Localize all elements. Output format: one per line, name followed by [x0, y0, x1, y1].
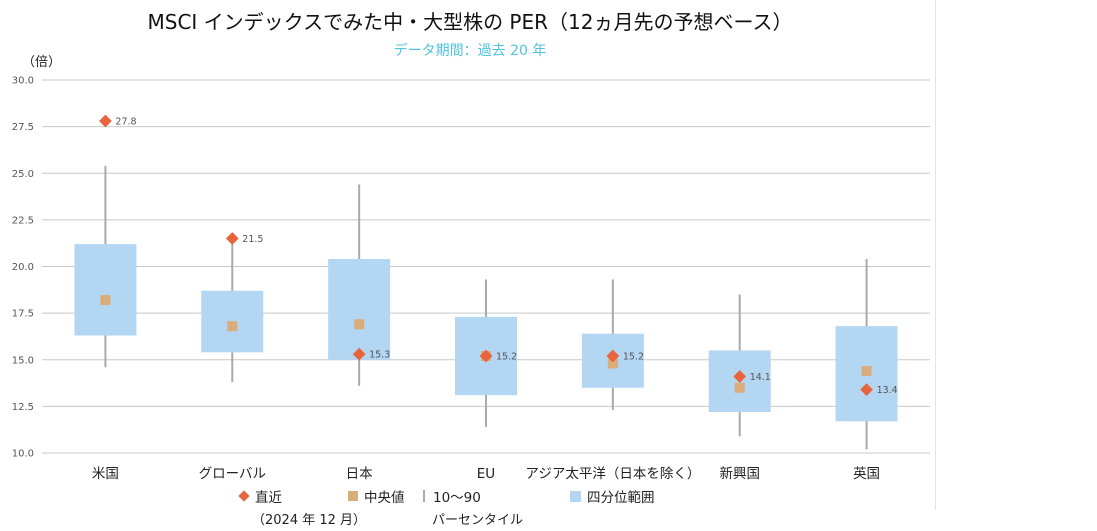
legend-iqr-label: 四分位範囲	[587, 490, 655, 506]
latest-value-label: 14.1	[750, 372, 771, 383]
x-category-label: アジア太平洋（日本を除く）	[525, 466, 700, 482]
median-marker	[861, 365, 872, 376]
legend-range-label: 10～90	[433, 490, 481, 506]
square-marker-icon	[348, 491, 358, 501]
latest-value-label: 13.4	[877, 385, 898, 396]
latest-marker	[99, 114, 112, 128]
latest-marker	[352, 347, 366, 361]
y-tick-label: 12.5	[12, 402, 34, 413]
median-marker	[100, 295, 111, 306]
x-category-label: 新興国	[719, 466, 760, 482]
median-marker	[734, 382, 745, 393]
chart-title: MSCI インデックスでみた中・大型株の PER（12ヵ月先の予想ベース）	[147, 10, 793, 34]
latest-value-label: 27.8	[115, 117, 136, 128]
y-tick-label: 20.0	[12, 262, 34, 273]
per-box-chart: 10.0 12.5 15.0 17.5 20.0 22.5 25.0 27.5 30.0 27.8…	[12, 76, 930, 483]
legend-latest: 直近	[238, 486, 282, 506]
legend: 直近 （2024 年 12 月） 中央値 10～90 パーセンタイル 四分位範囲	[0, 486, 935, 528]
legend-median-label: 中央値	[364, 490, 405, 506]
latest-value-label: 15.2	[496, 352, 517, 363]
legend-iqr: 四分位範囲	[570, 486, 655, 506]
latest-value-label: 15.3	[369, 350, 390, 361]
legend-range-note: パーセンタイル	[432, 513, 524, 528]
x-category-label: 英国	[853, 465, 880, 482]
latest-marker	[479, 349, 493, 363]
iqr-box	[74, 244, 137, 336]
median-marker	[607, 358, 618, 369]
x-category-label: グローバル	[199, 466, 266, 482]
chart-frame-edge	[935, 0, 936, 510]
y-axis-unit: （倍）	[22, 55, 62, 70]
diamond-marker-icon	[238, 490, 250, 502]
median-marker	[354, 319, 365, 330]
legend-latest-label: 直近	[255, 490, 282, 506]
box-swatch-icon	[570, 490, 581, 502]
x-category-label: 日本	[346, 466, 373, 482]
y-tick-label: 15.0	[12, 355, 34, 366]
text-layer: 10.0 12.5 15.0 17.5 20.0 22.5 25.0 27.5 30.0 27.8…	[12, 76, 898, 483]
legend-median: 中央値	[348, 486, 405, 506]
x-category-label: 米国	[92, 466, 119, 482]
y-tick-label: 25.0	[12, 169, 34, 180]
y-tick-label: 30.0	[12, 76, 34, 87]
y-tick-label: 27.5	[12, 122, 34, 133]
latest-marker	[225, 232, 239, 245]
x-category-label: EU	[477, 466, 495, 482]
range-line-icon	[423, 490, 425, 502]
latest-value-label: 21.5	[242, 234, 263, 245]
y-tick-label: 17.5	[12, 309, 34, 320]
chart-subtitle: データ期間：過去 20 年	[393, 43, 547, 59]
legend-range: 10～90	[423, 486, 481, 506]
latest-value-label: 15.2	[623, 352, 644, 363]
box-layer	[74, 244, 898, 422]
median-marker	[227, 321, 238, 332]
legend-latest-note: （2024 年 12 月）	[252, 513, 367, 528]
iqr-box	[328, 259, 391, 360]
y-tick-label: 22.5	[12, 215, 34, 226]
y-tick-label: 10.0	[12, 449, 34, 460]
